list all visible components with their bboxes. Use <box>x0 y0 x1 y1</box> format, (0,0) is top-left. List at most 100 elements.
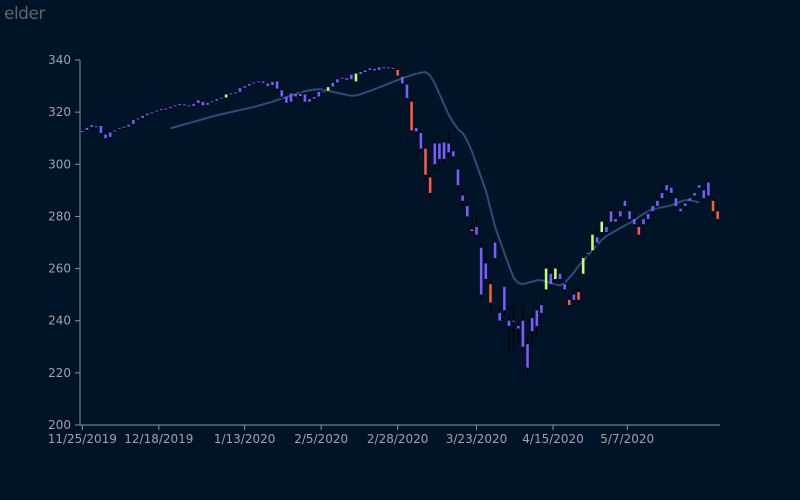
candle-body <box>563 284 566 290</box>
y-tick-label: 200 <box>48 418 71 432</box>
candle-body <box>530 318 534 332</box>
candle-body <box>586 252 590 254</box>
candle <box>81 129 84 135</box>
candle-body <box>312 97 316 99</box>
candle-body <box>266 83 270 87</box>
candle-body <box>363 70 367 72</box>
candle <box>387 66 390 71</box>
candle-body <box>308 99 311 102</box>
candle <box>308 91 311 112</box>
candle <box>141 114 144 120</box>
candle <box>266 81 270 88</box>
candle <box>183 102 186 107</box>
candle <box>498 307 501 326</box>
candle-body <box>679 208 682 212</box>
candle-body <box>688 198 692 201</box>
candle <box>238 87 242 93</box>
candle <box>674 195 678 209</box>
candle <box>169 105 172 110</box>
candle-body <box>489 284 492 303</box>
candle-body <box>331 82 335 87</box>
candle-body <box>275 81 279 89</box>
candle-body <box>118 127 121 129</box>
candle-body <box>637 226 641 235</box>
candle-body <box>141 115 144 118</box>
candle-body <box>433 143 437 165</box>
candle <box>456 166 460 191</box>
candle <box>493 237 497 264</box>
candle <box>428 174 432 199</box>
candle-body <box>164 108 168 110</box>
candle <box>595 229 599 248</box>
candle <box>623 198 627 209</box>
candle-body <box>651 206 655 212</box>
candle-body <box>377 67 381 70</box>
candle <box>345 76 348 82</box>
candle <box>206 101 209 107</box>
candle <box>396 66 399 77</box>
candle-body <box>544 268 548 290</box>
candle <box>632 216 636 227</box>
candle-body <box>554 268 557 279</box>
candle <box>656 198 659 209</box>
candle <box>526 338 529 379</box>
candle <box>136 117 140 122</box>
candle <box>581 255 585 277</box>
y-tick-label: 320 <box>48 105 71 119</box>
candle <box>150 111 154 115</box>
candle-body <box>452 151 455 157</box>
candle <box>410 99 413 133</box>
candle-body <box>521 320 525 347</box>
candle-body <box>581 258 585 274</box>
candle <box>401 74 404 86</box>
candle-body <box>280 90 284 97</box>
candle-body <box>716 211 719 220</box>
candle-body <box>479 247 483 295</box>
candle <box>275 78 279 91</box>
candle-body <box>99 125 103 133</box>
candle-body <box>317 91 321 97</box>
candle <box>414 124 418 139</box>
candle-body <box>428 177 432 193</box>
candle <box>507 318 511 352</box>
candle <box>210 100 214 105</box>
candle <box>299 90 302 102</box>
candle-body <box>526 344 529 368</box>
candle-body <box>196 100 200 104</box>
candle <box>178 102 181 107</box>
x-tick-label: 1/13/2020 <box>214 432 276 446</box>
candle-body <box>568 299 571 306</box>
candle <box>591 232 594 253</box>
candle-body <box>707 182 710 196</box>
candle-body <box>507 320 511 326</box>
candle-body <box>206 102 209 105</box>
candle <box>108 130 112 139</box>
candle-body <box>558 273 562 279</box>
x-tick-label: 11/25/2019 <box>48 432 117 446</box>
candle <box>711 198 715 217</box>
candle <box>252 81 256 86</box>
candle <box>563 279 566 295</box>
candle-body <box>299 93 302 96</box>
candle-body <box>572 294 576 300</box>
candle <box>285 94 288 106</box>
candle <box>192 102 195 108</box>
candle-body <box>665 185 668 191</box>
candle <box>693 190 696 199</box>
candle-body <box>391 67 395 69</box>
candle <box>637 224 641 238</box>
candle <box>220 96 223 101</box>
candle <box>248 82 251 88</box>
candle <box>373 66 376 72</box>
candle <box>419 130 423 152</box>
x-tick-label: 12/18/2019 <box>124 432 193 446</box>
candle <box>155 109 158 114</box>
candle <box>340 76 344 81</box>
candle-body <box>503 286 506 311</box>
candle <box>628 208 631 222</box>
candle-body <box>516 325 520 329</box>
candle <box>331 81 335 88</box>
x-tick-label: 3/23/2020 <box>446 432 508 446</box>
candle <box>600 219 604 238</box>
